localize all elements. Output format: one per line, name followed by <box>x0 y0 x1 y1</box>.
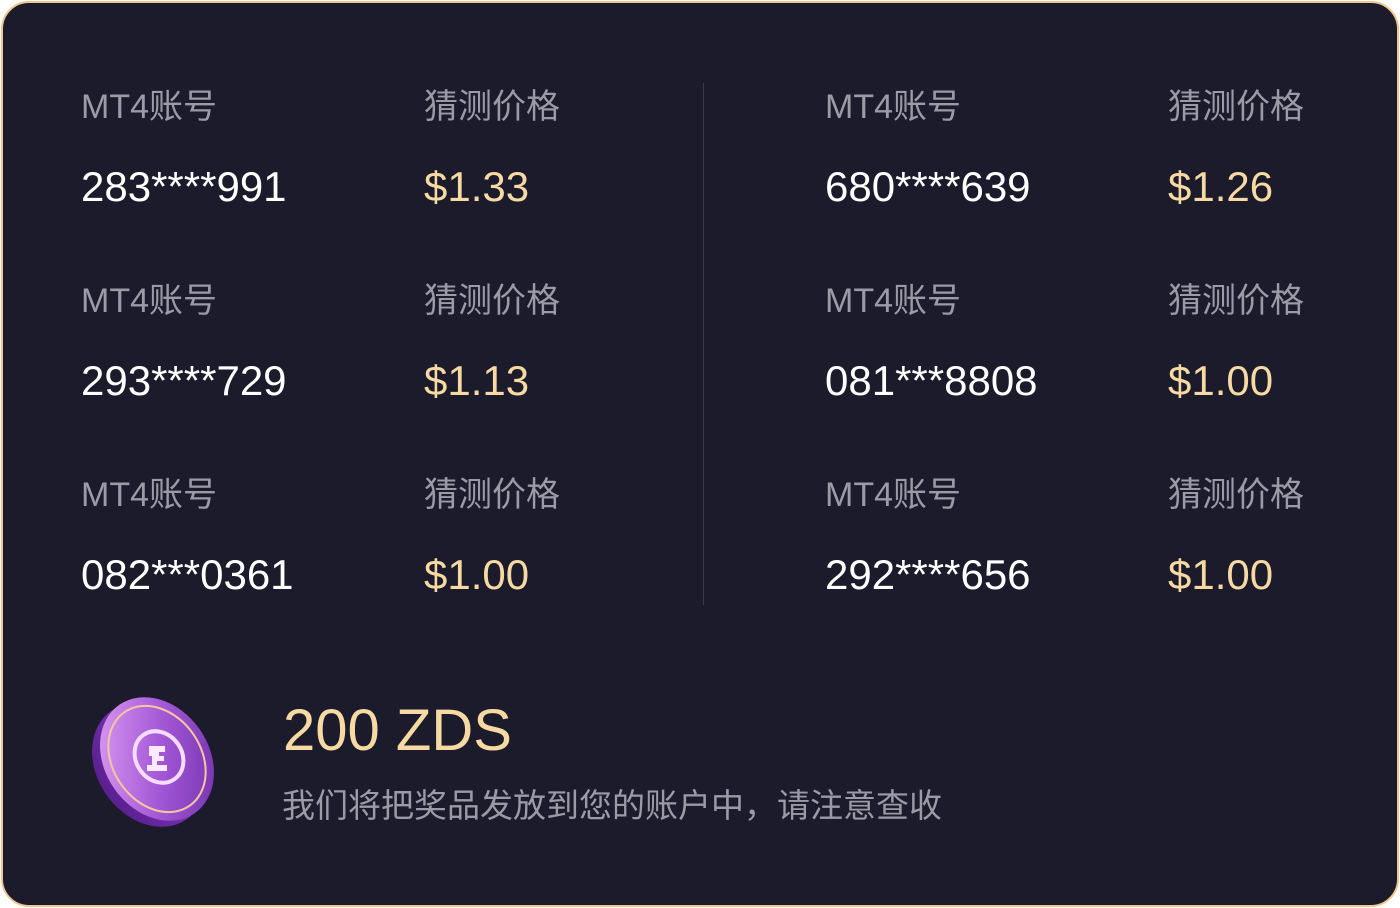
guess-price: $1.33 <box>424 163 530 210</box>
account-label: MT4账号 <box>81 88 217 126</box>
column-divider <box>703 83 704 605</box>
account-number: 293****729 <box>81 357 287 404</box>
account-label: MT4账号 <box>825 476 961 514</box>
account-number: 283****991 <box>81 163 287 210</box>
guess-price: $1.13 <box>424 357 530 404</box>
reward-notice: 我们将把奖品发放到您的账户中，请注意查收 <box>282 787 942 824</box>
guess-price: $1.26 <box>1168 163 1274 210</box>
price-label: 猜测价格 <box>1168 88 1304 126</box>
account-label: MT4账号 <box>825 282 961 320</box>
guess-price: $1.00 <box>424 551 530 598</box>
price-label: 猜测价格 <box>424 282 560 320</box>
price-label: 猜测价格 <box>1168 476 1304 514</box>
zds-coin-icon <box>92 697 214 827</box>
price-label: 猜测价格 <box>1168 282 1304 320</box>
account-number: 082***0361 <box>81 551 294 598</box>
account-number: 680****639 <box>825 163 1031 210</box>
reward-amount: 200 ZDS <box>283 698 512 763</box>
account-label: MT4账号 <box>81 476 217 514</box>
account-label: MT4账号 <box>825 88 961 126</box>
guess-price: $1.00 <box>1168 551 1274 598</box>
price-label: 猜测价格 <box>424 88 560 126</box>
account-number: 081***8808 <box>825 357 1038 404</box>
account-number: 292****656 <box>825 551 1031 598</box>
account-label: MT4账号 <box>81 282 217 320</box>
price-label: 猜测价格 <box>424 476 560 514</box>
guess-price: $1.00 <box>1168 357 1274 404</box>
